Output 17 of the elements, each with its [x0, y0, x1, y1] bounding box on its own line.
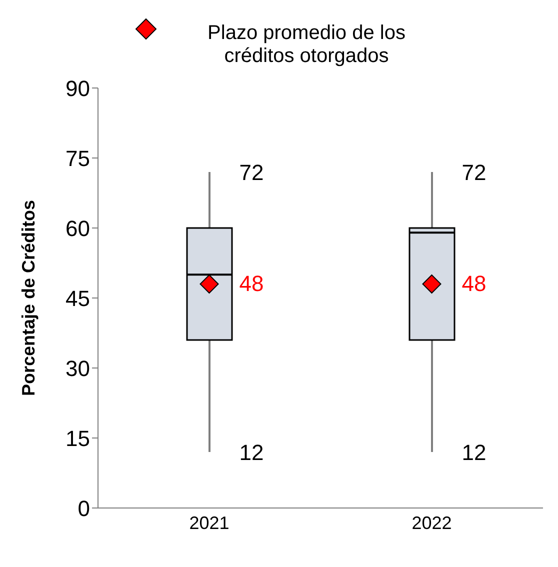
- y-tick-label: 75: [66, 146, 90, 171]
- data-label: 48: [239, 271, 264, 296]
- y-tick-label: 45: [66, 286, 90, 311]
- y-tick-label: 30: [66, 356, 90, 381]
- text: Plazo promedio de los créditos otorgados: [206, 22, 406, 68]
- y-tick-label: 60: [66, 216, 90, 241]
- x-tick-label: 2021: [189, 512, 230, 533]
- y-tick-label: 0: [78, 496, 90, 521]
- y-axis-title: Porcentaje de Créditos: [18, 200, 38, 396]
- y-tick-label: 90: [66, 76, 90, 101]
- annotation: 72: [462, 160, 486, 185]
- y-tick-label: 15: [66, 426, 90, 451]
- annotation: 12: [239, 440, 264, 465]
- data-label: 48: [462, 271, 486, 296]
- annotation: 72: [239, 160, 264, 185]
- annotation: 12: [462, 440, 486, 465]
- x-tick-label: 2022: [412, 512, 452, 533]
